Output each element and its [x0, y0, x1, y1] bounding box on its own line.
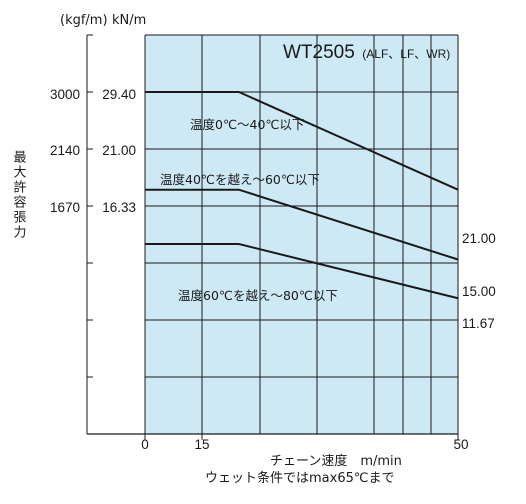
x-tick-15: 15 [194, 437, 209, 452]
series-line-3 [145, 243, 459, 300]
x-tick-50: 50 [453, 437, 468, 452]
chart-title-main: WT2505 [283, 42, 355, 63]
y-tick-kn-21-00: 21.00 [102, 143, 136, 158]
y-tick-kgf-2140: 2140 [50, 143, 80, 158]
y-axis-title: 最大許容張力 [11, 150, 27, 240]
series-label-0-40: 温度0℃～40℃以下 [190, 117, 304, 132]
unit-kgf-label: (kgf/m) [60, 13, 108, 28]
end-label-11-67: 11.67 [462, 316, 495, 331]
y-tick-kgf-1670: 1670 [50, 200, 80, 215]
unit-kn-label: kN/m [112, 13, 146, 28]
series-line-1 [145, 91, 459, 191]
x-axis-title: チェーン速度 m/min [270, 453, 402, 469]
wet-condition-note: ウェット条件ではmax65℃まで [205, 470, 394, 486]
plot-area [145, 35, 458, 434]
series-line-2 [145, 188, 459, 261]
axes [86, 34, 459, 440]
end-label-15-00: 15.00 [462, 284, 496, 299]
series-label-60-80: 温度60℃を越え～80℃以下 [178, 288, 338, 303]
end-label-21-00: 21.00 [462, 231, 496, 246]
series-label-40-60: 温度40℃を越え～60℃以下 [160, 172, 320, 187]
series-lines [145, 91, 459, 300]
chart-title-sub: (ALF、LF、WR) [362, 47, 450, 61]
chart-title: WT2505 (ALF、LF、WR) [283, 42, 450, 63]
y-tick-kn-16-33: 16.33 [102, 200, 136, 215]
x-tick-0: 0 [141, 437, 149, 452]
y-tick-kn-29-40: 29.40 [102, 87, 136, 102]
y-tick-kgf-3000: 3000 [50, 87, 80, 102]
